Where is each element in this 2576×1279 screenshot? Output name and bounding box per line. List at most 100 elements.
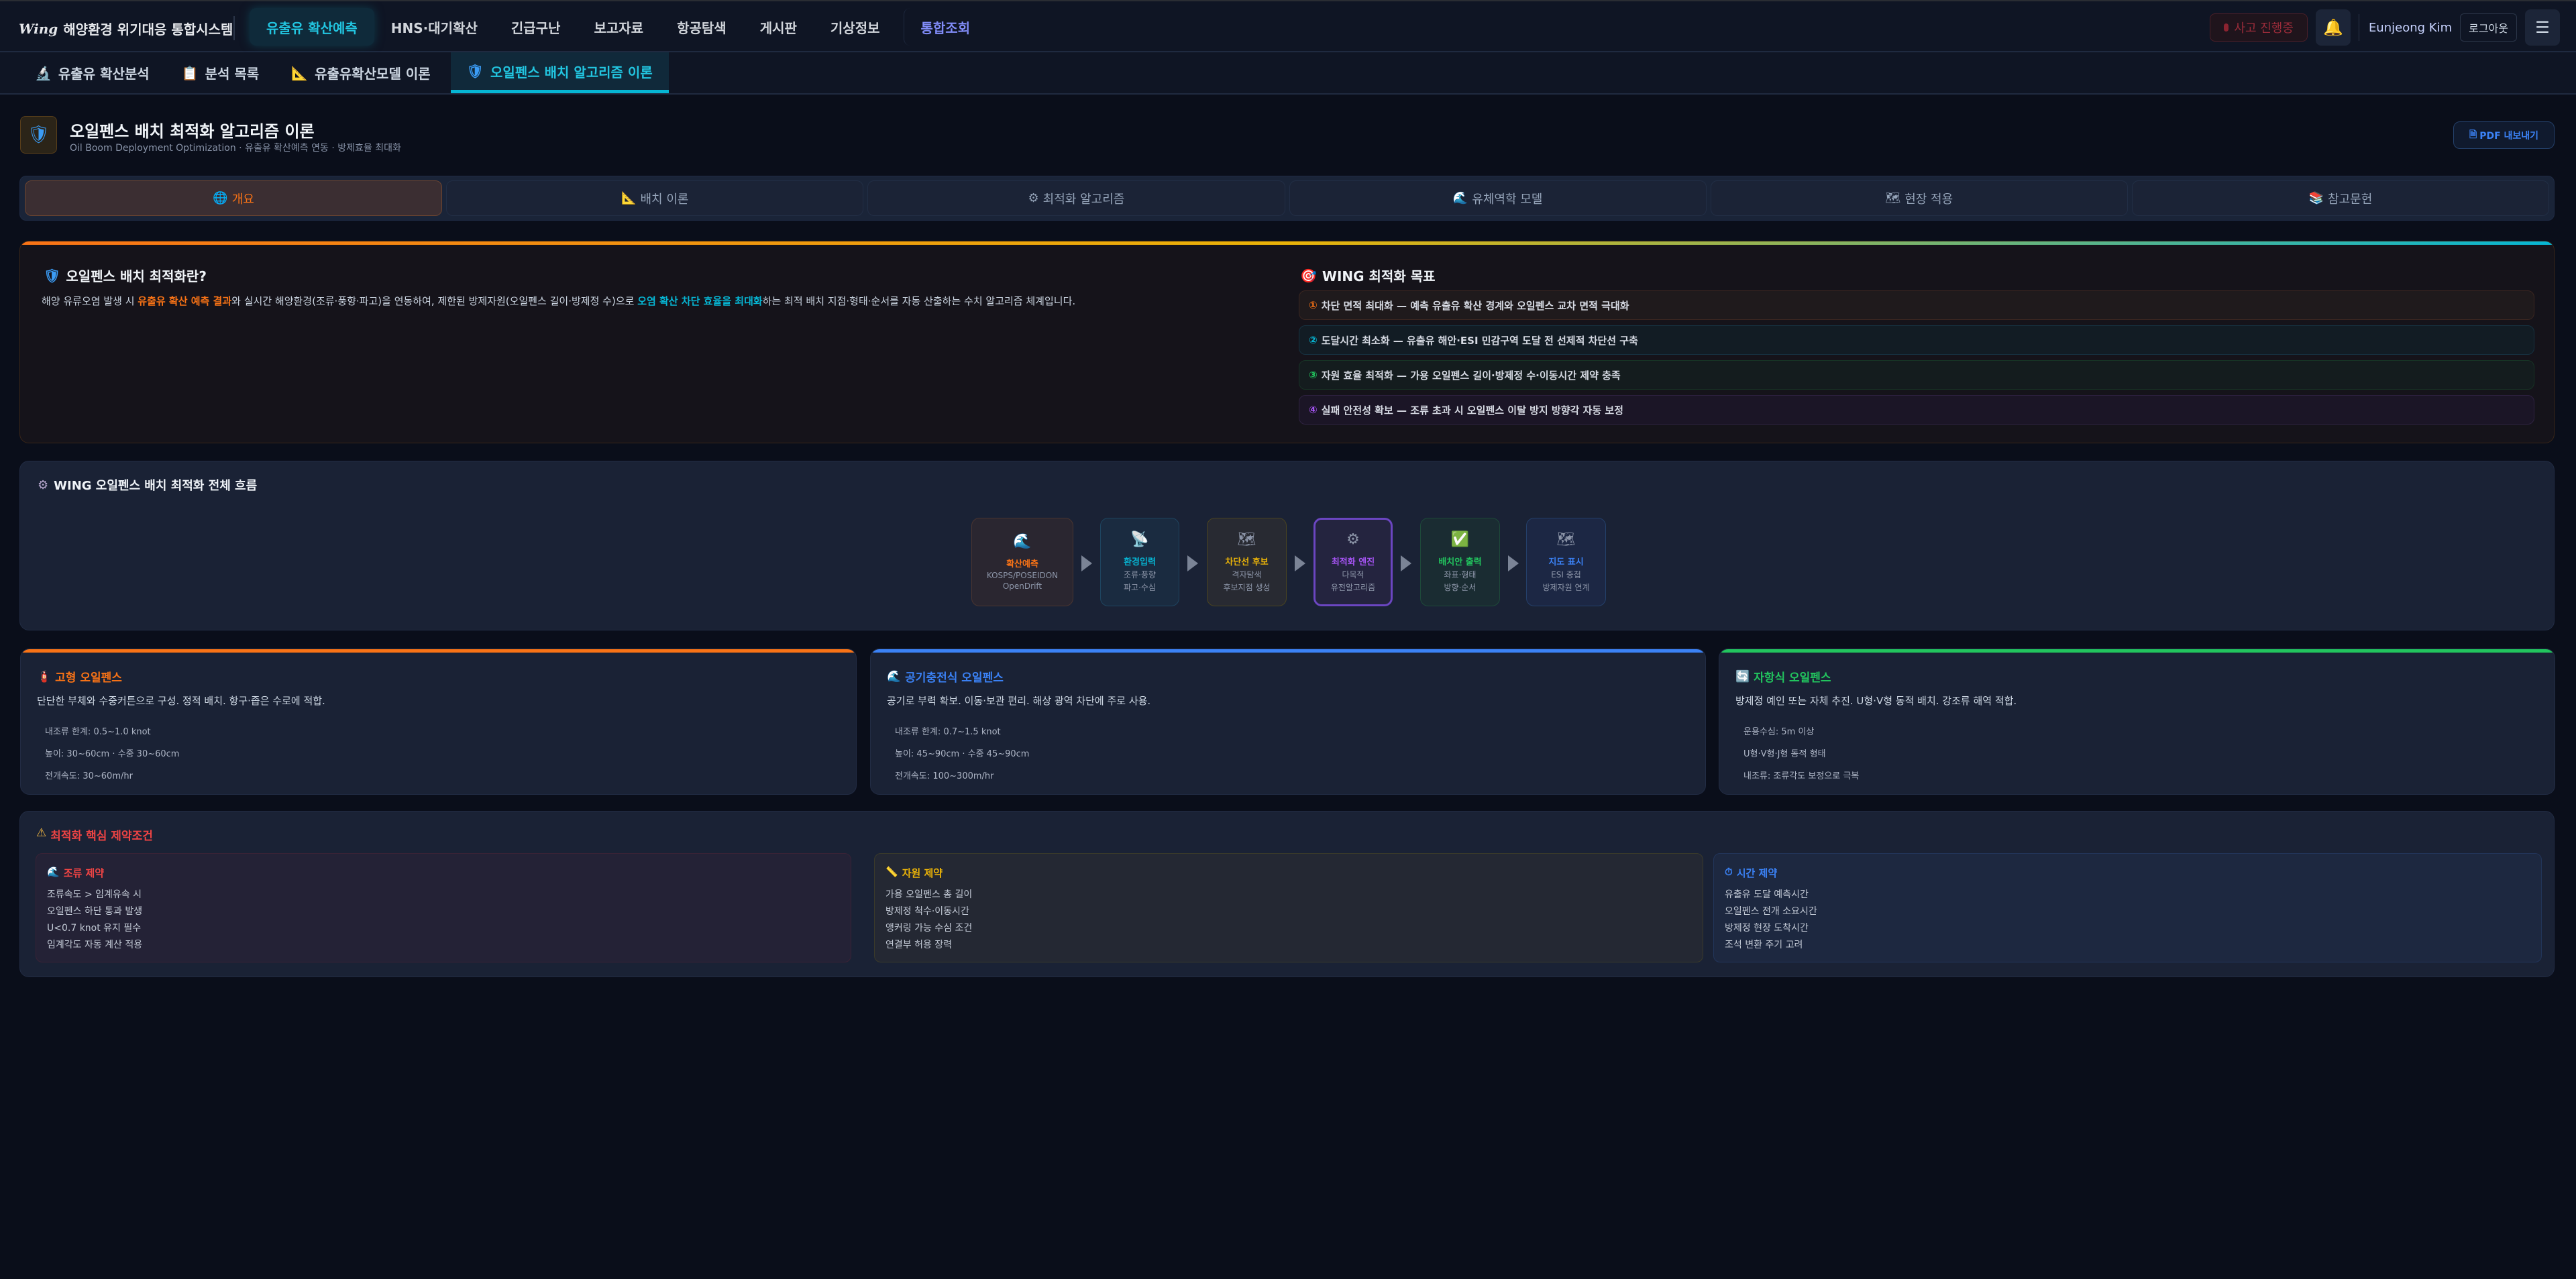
flow-step-title: 환경입력 (1124, 557, 1156, 567)
subtab-analysis-list[interactable]: 📋 분석 목록 (166, 52, 275, 93)
para-text: 와 실시간 해양환경(조류·풍향·파고)을 연동하여, 제한된 방제자원(오일펜… (231, 295, 638, 307)
boom-description: 방제정 예인 또는 자체 추진. U형·V형 동적 배치. 강조류 해역 적합. (1735, 695, 2017, 707)
tab-field-application[interactable]: 🗺 현장 적용 (1710, 180, 2128, 216)
content-tabs: 🌐 개요 📐 배치 이론 ⚙ 최적화 알고리즘 🌊 유체역학 모델 🗺 현장 적용 📚 참고… (19, 176, 2555, 221)
main-nav: 유출유 확산예측 HNS·대기확산 긴급구난 보고자료 항공탐색 게시판 기상정… (250, 8, 987, 46)
constraint-item: U<0.7 knot 유지 필수 (47, 923, 142, 934)
boom-title: 🧯 고형 오일펜스 (37, 668, 122, 685)
app-title: 해양환경 위기대응 통합시스템 (63, 21, 233, 38)
shield-icon: 🛡 (466, 63, 484, 79)
accent-bar (21, 649, 856, 653)
goal-number-icon: ③ (1309, 369, 1318, 381)
flow-step-title: 지도 표시 (1548, 557, 1584, 567)
boom-spec: 높이: 45~90cm · 수중 45~90cm (895, 749, 1030, 759)
constraint-icon: 📏 (885, 866, 898, 878)
divider (233, 16, 235, 40)
flow-step-detail: 다목적 (1342, 570, 1364, 579)
gear-icon: ⚙ (38, 478, 49, 492)
flow-step: ⚙ 최적화 엔진 다목적 유전알고리즘 (1313, 518, 1393, 606)
constraint-item: 조류속도 > 임계유속 시 (47, 889, 142, 900)
tab-references[interactable]: 📚 참고문헌 (2131, 180, 2550, 216)
constraint-icon: 🌊 (47, 866, 60, 878)
incident-status-button[interactable]: 사고 진행중 (2210, 13, 2308, 42)
boom-title-text: 고형 오일펜스 (55, 671, 122, 685)
nav-reports[interactable]: 보고자료 (594, 19, 644, 36)
overview-title-text: 오일펜스 배치 최적화란? (66, 268, 207, 284)
subtab-model-theory[interactable]: 📐 유출유확산모델 이론 (275, 52, 446, 93)
tab-overview[interactable]: 🌐 개요 (25, 180, 443, 216)
boom-spec: 전개속도: 100~300m/hr (895, 771, 994, 781)
boom-spec: 전개속도: 30~60m/hr (45, 771, 133, 781)
notification-button[interactable]: 🔔 (2315, 9, 2351, 46)
nav-hns[interactable]: HNS·대기확산 (390, 19, 478, 36)
tab-label: 개요 (231, 192, 254, 207)
boom-icon: 🧯 (37, 669, 52, 683)
goal-number-icon: ② (1309, 334, 1318, 346)
globe-icon: 🌐 (213, 191, 228, 205)
subtab-boom-algorithm[interactable]: 🛡 오일펜스 배치 알고리즘 이론 (450, 52, 669, 93)
flow-step-icon: ✅ (1450, 531, 1470, 548)
tab-optimization[interactable]: ⚙ 최적화 알고리즘 (867, 180, 1285, 216)
user-name: Eunjeong Kim (2358, 14, 2452, 41)
nav-oil-spill[interactable]: 유출유 확산예측 (250, 8, 374, 46)
ruler-triangle-icon: 📐 (621, 191, 637, 205)
nav-unified-search[interactable]: 통합조회 (903, 8, 987, 46)
nav-aerial[interactable]: 항공탐색 (677, 19, 727, 36)
flow-step-detail: 후보지점 생성 (1223, 583, 1271, 592)
tab-placement-theory[interactable]: 📐 배치 이론 (446, 180, 864, 216)
flow-step-icon: 📡 (1130, 531, 1149, 548)
para-highlight: 오염 확산 차단 효율을 최대화 (637, 295, 763, 307)
nav-rescue[interactable]: 긴급구난 (511, 19, 561, 36)
goal-item: ② 도달시간 최소화 — 유출유 해안·ESI 민감구역 도달 전 선제적 차단선… (1299, 325, 2534, 355)
shield-icon: 🛡 (44, 267, 61, 284)
arrow-right-icon (1295, 555, 1305, 571)
constraint-group: 📏 자원 제약 가용 오일펜스 총 길이 방제정 척수·이동시간 앵커링 가능 수심 조… (874, 853, 1703, 962)
tab-hydrodynamics[interactable]: 🌊 유체역학 모델 (1289, 180, 1707, 216)
flow-step: 🗺 차단선 후보 격자탐색 후보지점 생성 (1207, 518, 1287, 606)
flow-step-detail: 유전알고리즘 (1330, 583, 1376, 592)
tab-label: 배치 이론 (640, 192, 689, 207)
flow-step-title: 배치안 출력 (1438, 557, 1482, 567)
app-logo[interactable]: Wing 해양환경 위기대응 통합시스템 (19, 19, 233, 38)
subtab-label: 오일펜스 배치 알고리즘 이론 (490, 64, 653, 80)
pdf-icon: 🗎 (2469, 129, 2477, 140)
logout-button[interactable]: 로그아웃 (2460, 13, 2517, 42)
page-shield-icon: 🛡 (20, 116, 57, 154)
wave-icon: 🌊 (1452, 191, 1468, 205)
menu-button[interactable]: ☰ (2525, 9, 2560, 46)
flow-title-text: WING 오일펜스 배치 최적화 전체 흐름 (54, 479, 258, 493)
accent-bar (1719, 649, 2555, 653)
flow-step-title: 최적화 엔진 (1331, 557, 1375, 567)
boom-spec: U형·V형·J형 동적 형태 (1743, 749, 1826, 759)
microscope-icon: 🔬 (35, 64, 52, 81)
constraints-title-text: 최적화 핵심 제약조건 (50, 830, 153, 843)
flow-step-detail: 조류·풍향 (1124, 570, 1156, 579)
flow-step: ✅ 배치안 출력 좌표·형태 방향·순서 (1420, 518, 1500, 606)
ruler-triangle-icon: 📐 (291, 64, 309, 81)
boom-type-card: 🔄 자항식 오일펜스 방제정 예인 또는 자체 추진. U형·V형 동적 배치. 강… (1719, 649, 2555, 795)
subtab-analysis[interactable]: 🔬 유출유 확산분석 (19, 52, 166, 93)
overview-paragraph: 해양 유류오염 발생 시 유출유 확산 예측 결과와 실시간 해양환경(조류·풍… (42, 294, 1075, 308)
constraint-item: 방제정 현장 도착시간 (1725, 923, 1809, 934)
boom-description: 단단한 부체와 수중커튼으로 구성. 정적 배치. 항구·좁은 수로에 적합. (37, 695, 325, 707)
flow-step-detail: 방제자원 연계 (1542, 583, 1590, 592)
overview-card: 🛡 오일펜스 배치 최적화란? 해양 유류오염 발생 시 유출유 확산 예측 결과… (19, 241, 2555, 443)
accent-bar (871, 649, 1705, 653)
flow-title: ⚙ WING 오일펜스 배치 최적화 전체 흐름 (38, 476, 257, 494)
nav-board[interactable]: 게시판 (759, 19, 797, 36)
nav-weather[interactable]: 기상정보 (830, 19, 880, 36)
tab-label: 유체역학 모델 (1472, 192, 1543, 207)
flow-step-title: 차단선 후보 (1225, 557, 1269, 567)
target-icon: 🎯 (1300, 267, 1317, 284)
status-dot-icon (2224, 23, 2229, 32)
top-navigation-bar: Wing 해양환경 위기대응 통합시스템 유출유 확산예측 HNS·대기확산 긴… (0, 0, 2576, 52)
constraint-title: ⏱ 시간 제약 (1725, 866, 2530, 880)
hamburger-icon: ☰ (2535, 18, 2550, 37)
flow-step-icon: 🗺 (1556, 531, 1576, 548)
constraints-card: ⚠ 최적화 핵심 제약조건 🌊 조류 제약 조류속도 > 임계유속 시 오일펜스 하단 … (19, 811, 2555, 977)
pdf-export-button[interactable]: 🗎 PDF 내보내기 (2453, 121, 2555, 149)
tab-label: 최적화 알고리즘 (1042, 192, 1125, 207)
arrow-right-icon (1081, 555, 1092, 571)
goal-item: ④ 실패 안전성 확보 — 조류 초과 시 오일펜스 이탈 방지 방향각 자동 보… (1299, 395, 2534, 425)
